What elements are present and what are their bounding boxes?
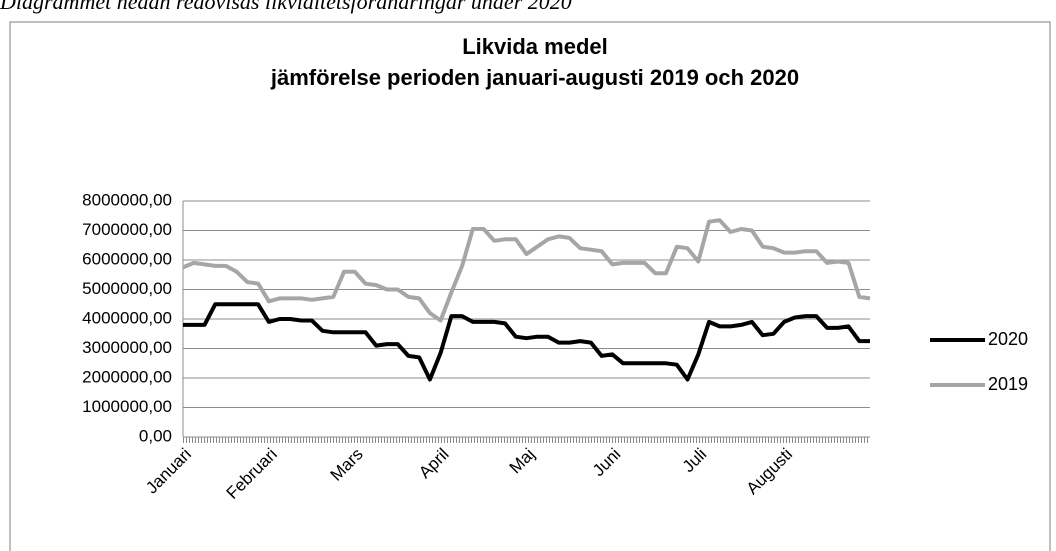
x-tick-label: Juli: [679, 445, 710, 476]
y-tick-label: 1000000,00: [82, 397, 172, 416]
chart-title: Likvida medel: [462, 34, 608, 59]
x-tick-label: Maj: [506, 445, 539, 478]
x-axis-ticks: [183, 437, 870, 443]
legend-label: 2019: [988, 374, 1028, 394]
y-tick-label: 3000000,00: [82, 338, 172, 357]
y-tick-label: 0,00: [139, 426, 172, 445]
line-series: [182, 218, 871, 323]
y-tick-label: 8000000,00: [82, 190, 172, 209]
y-tick-label: 5000000,00: [82, 279, 172, 298]
y-tick-label: 2000000,00: [82, 367, 172, 386]
y-tick-label: 7000000,00: [82, 220, 172, 239]
x-tick-label: Augusti: [743, 445, 797, 499]
y-tick-label: 6000000,00: [82, 249, 172, 268]
x-tick-label: Januari: [142, 445, 195, 498]
legend-label: 2020: [988, 329, 1028, 349]
x-tick-label: April: [415, 445, 452, 482]
x-tick-label: Februari: [223, 445, 281, 503]
chart-subtitle: jämförelse perioden januari-augusti 2019…: [270, 65, 799, 90]
x-tick-label: Juni: [589, 445, 624, 480]
caption: Diagrammet nedan redovisas likviditetsfö…: [0, 0, 572, 14]
x-tick-label: Mars: [327, 445, 367, 485]
chart-border: [9, 21, 1051, 551]
line-series: [183, 302, 870, 382]
y-tick-label: 4000000,00: [82, 308, 172, 327]
